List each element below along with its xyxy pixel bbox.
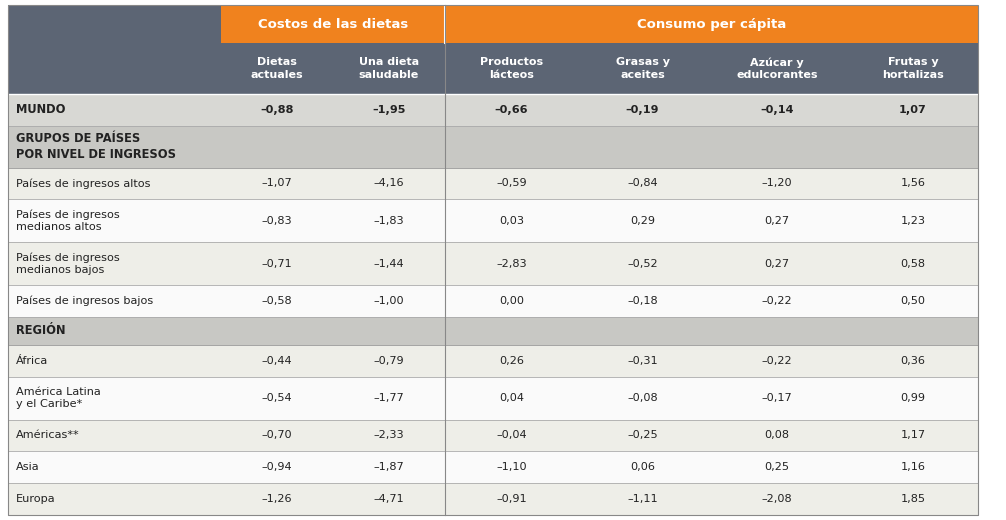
Bar bbox=[8, 242, 978, 285]
Text: Europa: Europa bbox=[16, 494, 55, 504]
Text: –0,44: –0,44 bbox=[262, 356, 292, 366]
Text: –0,22: –0,22 bbox=[762, 356, 793, 366]
Text: –0,66: –0,66 bbox=[495, 105, 528, 115]
Text: 1,07: 1,07 bbox=[899, 105, 927, 115]
Bar bbox=[8, 345, 978, 376]
Bar bbox=[8, 483, 978, 515]
Text: América Latina
y el Caribe*: América Latina y el Caribe* bbox=[16, 387, 101, 409]
Text: –0,22: –0,22 bbox=[762, 296, 793, 306]
Text: 0,27: 0,27 bbox=[765, 216, 790, 226]
Text: –2,33: –2,33 bbox=[373, 431, 404, 440]
Text: –1,10: –1,10 bbox=[496, 462, 527, 472]
Text: GRUPOS DE PAÍSES
POR NIVEL DE INGRESOS: GRUPOS DE PAÍSES POR NIVEL DE INGRESOS bbox=[16, 132, 176, 161]
Text: 0,00: 0,00 bbox=[499, 296, 524, 306]
Text: –1,95: –1,95 bbox=[372, 105, 405, 115]
Bar bbox=[8, 126, 978, 167]
Text: Países de ingresos altos: Países de ingresos altos bbox=[16, 178, 151, 189]
Bar bbox=[8, 420, 978, 451]
Text: 0,06: 0,06 bbox=[630, 462, 655, 472]
Text: Países de ingresos
medianos bajos: Países de ingresos medianos bajos bbox=[16, 252, 120, 275]
Text: Frutas y
hortalizas: Frutas y hortalizas bbox=[882, 57, 944, 80]
Text: África: África bbox=[16, 356, 48, 366]
Text: –0,25: –0,25 bbox=[628, 431, 658, 440]
Text: –0,59: –0,59 bbox=[496, 178, 527, 188]
Text: –0,19: –0,19 bbox=[626, 105, 659, 115]
Text: –0,17: –0,17 bbox=[762, 393, 793, 403]
Text: Costos de las dietas: Costos de las dietas bbox=[258, 18, 407, 31]
Bar bbox=[221, 5, 445, 44]
Text: 1,23: 1,23 bbox=[900, 216, 926, 226]
Text: Consumo per cápita: Consumo per cápita bbox=[637, 18, 786, 31]
Text: –0,31: –0,31 bbox=[628, 356, 658, 366]
Text: –0,04: –0,04 bbox=[496, 431, 527, 440]
Text: REGIÓN: REGIÓN bbox=[16, 324, 65, 337]
Text: –4,16: –4,16 bbox=[373, 178, 404, 188]
Bar bbox=[8, 5, 221, 44]
Text: 0,29: 0,29 bbox=[630, 216, 655, 226]
Text: –0,79: –0,79 bbox=[373, 356, 404, 366]
Text: Dietas
actuales: Dietas actuales bbox=[250, 57, 303, 80]
Text: –1,83: –1,83 bbox=[373, 216, 404, 226]
Bar bbox=[8, 317, 978, 345]
Text: –0,88: –0,88 bbox=[261, 105, 294, 115]
Text: –4,71: –4,71 bbox=[373, 494, 404, 504]
Text: 0,50: 0,50 bbox=[900, 296, 926, 306]
Text: –0,71: –0,71 bbox=[262, 259, 292, 269]
Text: –1,26: –1,26 bbox=[262, 494, 292, 504]
Text: –1,87: –1,87 bbox=[373, 462, 404, 472]
Text: 1,85: 1,85 bbox=[900, 494, 926, 504]
Text: 0,58: 0,58 bbox=[900, 259, 926, 269]
Text: –0,84: –0,84 bbox=[628, 178, 658, 188]
Text: –1,44: –1,44 bbox=[373, 259, 404, 269]
Text: 1,56: 1,56 bbox=[900, 178, 926, 188]
Text: –1,77: –1,77 bbox=[373, 393, 404, 403]
Text: –1,11: –1,11 bbox=[628, 494, 658, 504]
Text: Américas**: Américas** bbox=[16, 431, 79, 440]
Text: Países de ingresos
medianos altos: Países de ingresos medianos altos bbox=[16, 210, 120, 232]
Text: –2,83: –2,83 bbox=[496, 259, 527, 269]
Text: 0,04: 0,04 bbox=[499, 393, 524, 403]
Text: –0,58: –0,58 bbox=[262, 296, 292, 306]
Text: 0,99: 0,99 bbox=[900, 393, 926, 403]
Text: –0,14: –0,14 bbox=[761, 105, 794, 115]
Text: –2,08: –2,08 bbox=[762, 494, 793, 504]
Text: –0,08: –0,08 bbox=[628, 393, 658, 403]
Text: –1,20: –1,20 bbox=[762, 178, 793, 188]
Bar bbox=[8, 285, 978, 317]
Text: 0,36: 0,36 bbox=[900, 356, 926, 366]
Bar bbox=[8, 44, 978, 94]
Text: –0,54: –0,54 bbox=[262, 393, 292, 403]
Text: Una dieta
saludable: Una dieta saludable bbox=[358, 57, 418, 80]
Bar bbox=[8, 451, 978, 483]
Text: –0,70: –0,70 bbox=[262, 431, 292, 440]
Text: 1,16: 1,16 bbox=[900, 462, 926, 472]
Text: –0,83: –0,83 bbox=[262, 216, 292, 226]
Bar bbox=[445, 5, 978, 44]
Text: 1,17: 1,17 bbox=[900, 431, 926, 440]
Bar bbox=[8, 376, 978, 420]
Text: 0,25: 0,25 bbox=[765, 462, 790, 472]
Text: –0,94: –0,94 bbox=[262, 462, 292, 472]
Text: 0,27: 0,27 bbox=[765, 259, 790, 269]
Text: Azúcar y
edulcorantes: Azúcar y edulcorantes bbox=[736, 57, 818, 80]
Text: –0,52: –0,52 bbox=[628, 259, 658, 269]
Bar bbox=[8, 199, 978, 242]
Text: Asia: Asia bbox=[16, 462, 39, 472]
Text: –0,18: –0,18 bbox=[628, 296, 658, 306]
Text: –1,07: –1,07 bbox=[262, 178, 292, 188]
Text: MUNDO: MUNDO bbox=[16, 103, 65, 116]
Text: –1,00: –1,00 bbox=[373, 296, 404, 306]
Text: Grasas y
aceites: Grasas y aceites bbox=[616, 57, 670, 80]
Text: 0,08: 0,08 bbox=[765, 431, 790, 440]
Bar bbox=[8, 94, 978, 126]
Text: –0,91: –0,91 bbox=[496, 494, 527, 504]
Text: 0,26: 0,26 bbox=[499, 356, 524, 366]
Text: 0,03: 0,03 bbox=[499, 216, 524, 226]
Bar bbox=[8, 167, 978, 199]
Text: Países de ingresos bajos: Países de ingresos bajos bbox=[16, 296, 153, 306]
Text: Productos
lácteos: Productos lácteos bbox=[480, 57, 543, 80]
